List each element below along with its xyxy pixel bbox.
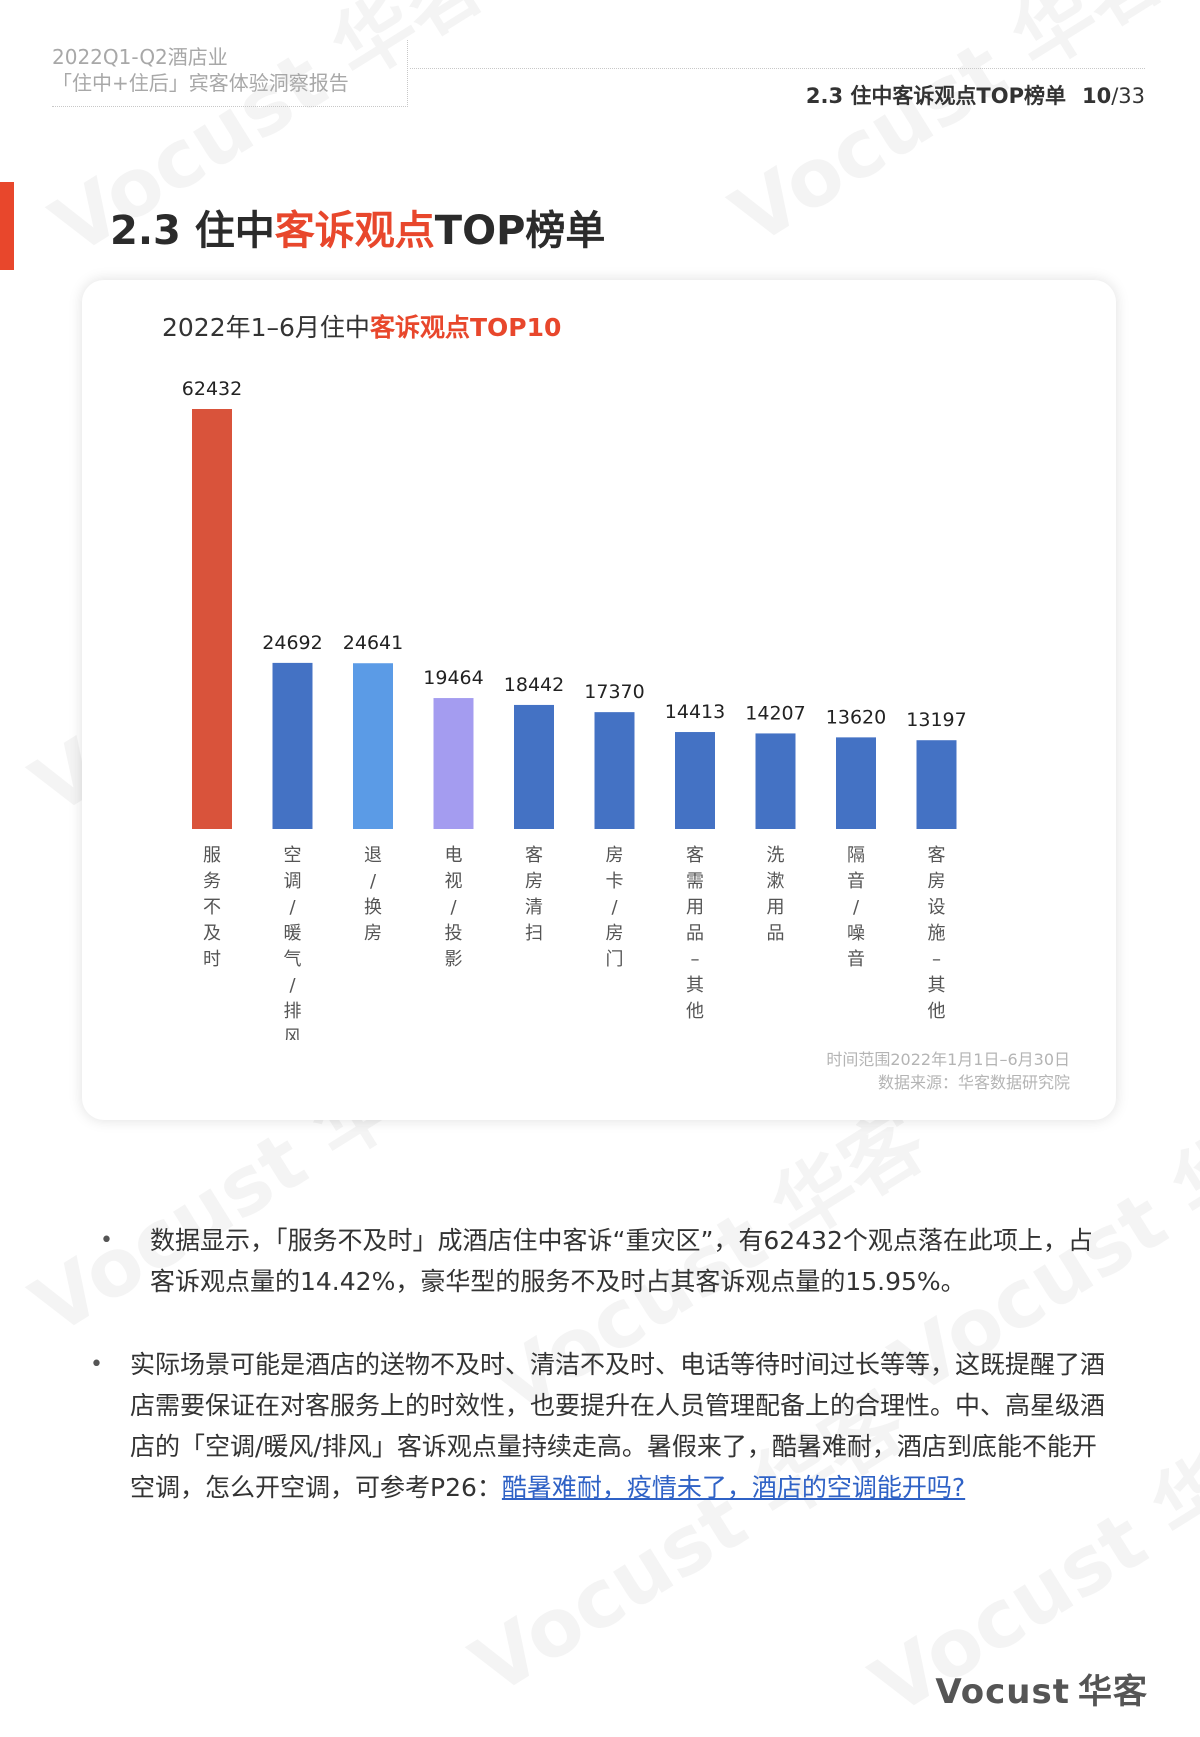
page-title-prefix: 2.3 住中 [110, 208, 275, 254]
bar-value-label: 62432 [182, 378, 242, 400]
bar-value-label: 18442 [504, 674, 564, 696]
watermark: Vocust 华客 [707, 0, 1185, 267]
bar [836, 737, 876, 829]
section-label: 2.3 住中客诉观点TOP榜单 [805, 84, 1066, 108]
bar [755, 733, 796, 829]
bar-value-label: 17370 [584, 681, 644, 703]
chart-title-highlight: 客诉观点TOP10 [369, 313, 562, 342]
category-label: 电视/投影 [445, 845, 463, 970]
logo-cn: 华客 [1078, 1672, 1148, 1712]
category-label: 空调/暖气/排风 [284, 845, 302, 1040]
bar [353, 663, 393, 829]
bar-value-label: 19464 [423, 667, 483, 689]
bar [675, 732, 715, 829]
category-label: 服务不及时 [203, 845, 221, 970]
category-label: 退/换房 [364, 845, 382, 944]
bullet-item: • 实际场景可能是酒店的送物不及时、清洁不及时、电话等待时间过长等等，这既提醒了… [90, 1344, 1115, 1508]
category-label: 洗漱用品 [767, 845, 785, 944]
brand-logo: Vocust 华客 [935, 1664, 1148, 1713]
page-title: 2.3 住中客诉观点TOP榜单 [110, 198, 605, 256]
bullet-marker: • [100, 1228, 113, 1253]
bar-value-label: 24692 [262, 632, 322, 654]
bar-value-label: 14413 [665, 701, 725, 723]
bar-value-label: 13620 [826, 706, 886, 728]
chart-card: 2022年1–6月住中客诉观点TOP10 62432 服务不及时 24692 空调/暖… [82, 280, 1116, 1120]
chart-title: 2022年1–6月住中客诉观点TOP10 [162, 308, 561, 344]
bullet-marker: • [90, 1352, 103, 1377]
source-origin: 数据来源：华客数据研究院 [877, 1073, 1070, 1092]
report-title-line1: 2022Q1-Q2酒店业 [52, 45, 228, 69]
chart-source: 时间范围2022年1月1日–6月30日 数据来源：华客数据研究院 [826, 1048, 1070, 1094]
page-total: /33 [1111, 84, 1145, 108]
bar [514, 704, 554, 829]
chart-title-prefix: 2022年1–6月住中 [162, 313, 370, 342]
report-title-line2: 「住中+住后」宾客体验洞察报告 [52, 71, 349, 95]
bar [433, 698, 474, 829]
header-rule [410, 68, 1145, 69]
bar-value-label: 13197 [906, 709, 966, 731]
section-tag: 2.3 住中客诉观点TOP榜单 10/33 [806, 80, 1145, 110]
bullet-item: • 数据显示，「服务不及时」成酒店住中客诉“重灾区”，有62432个观点落在此项… [100, 1220, 1110, 1302]
header-frame [52, 40, 408, 107]
bar-value-label: 24641 [343, 632, 403, 654]
bar-chart: 62432 服务不及时 24692 空调/暖气/排风 24641 退/换房 19464 电视/… [182, 378, 967, 1040]
page-title-highlight: 客诉观点 [274, 208, 435, 254]
category-label: 房卡/房门 [606, 845, 624, 970]
category-label: 客房设施–其他 [928, 845, 946, 1022]
source-time-range: 时间范围2022年1月1日–6月30日 [826, 1050, 1070, 1069]
bullet-text: 数据显示，「服务不及时」成酒店住中客诉“重灾区”，有62432个观点落在此项上，… [150, 1226, 1093, 1296]
bar [192, 409, 232, 829]
title-accent-bar [0, 182, 14, 270]
page-current: 10 [1081, 84, 1112, 108]
bar [594, 712, 635, 829]
logo-en: Vocust [935, 1672, 1070, 1712]
report-header: 2022Q1-Q2酒店业 「住中+住后」宾客体验洞察报告 [52, 44, 349, 96]
page-title-suffix: TOP榜单 [434, 208, 606, 254]
bar [272, 662, 313, 829]
category-label: 客房清扫 [525, 845, 543, 944]
category-label: 隔音/噪音 [847, 845, 865, 970]
reference-link[interactable]: 酷暑难耐，疫情未了，酒店的空调能开吗? [501, 1473, 966, 1502]
bar [916, 740, 957, 829]
category-label: 客需用品–其他 [686, 845, 704, 1022]
bullet-text: 实际场景可能是酒店的送物不及时、清洁不及时、电话等待时间过长等等，这既提醒了酒店… [130, 1350, 1106, 1502]
bar-value-label: 14207 [745, 702, 805, 724]
